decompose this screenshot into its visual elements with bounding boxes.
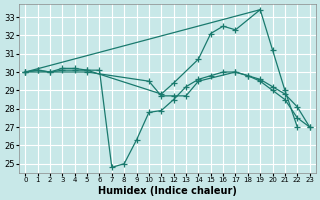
X-axis label: Humidex (Indice chaleur): Humidex (Indice chaleur) [98, 186, 237, 196]
